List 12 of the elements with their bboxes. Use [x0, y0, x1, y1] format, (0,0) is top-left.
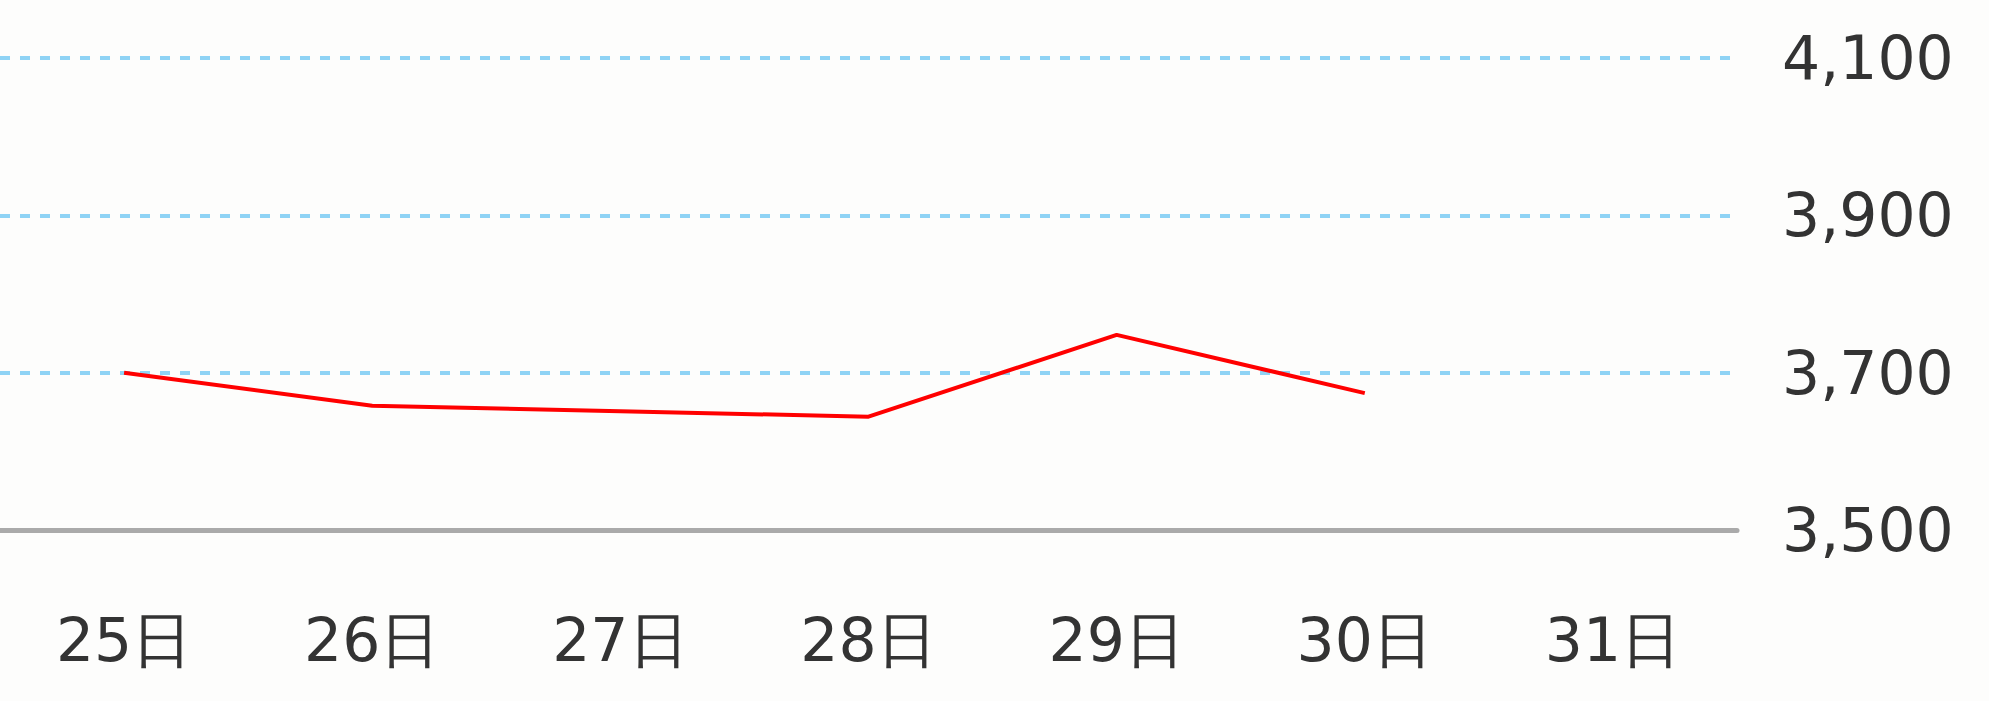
x-tick-label: 28日 [800, 605, 937, 675]
line-series [122, 332, 1367, 419]
y-tick-label: 3,700 [1782, 337, 1954, 408]
y-tick-label: 3,900 [1782, 180, 1954, 251]
y-tick-label: 4,100 [1782, 23, 1954, 93]
x-tick-label: 27日 [552, 605, 689, 675]
x-tick-label: 30日 [1296, 605, 1433, 675]
y-tick-label: 3,500 [1782, 495, 1954, 565]
x-tick-label: 29日 [1048, 605, 1185, 675]
x-tick-label: 25日 [55, 605, 193, 675]
x-tick-label: 26日 [304, 605, 441, 675]
x-tick-label: 31日 [1544, 605, 1682, 675]
